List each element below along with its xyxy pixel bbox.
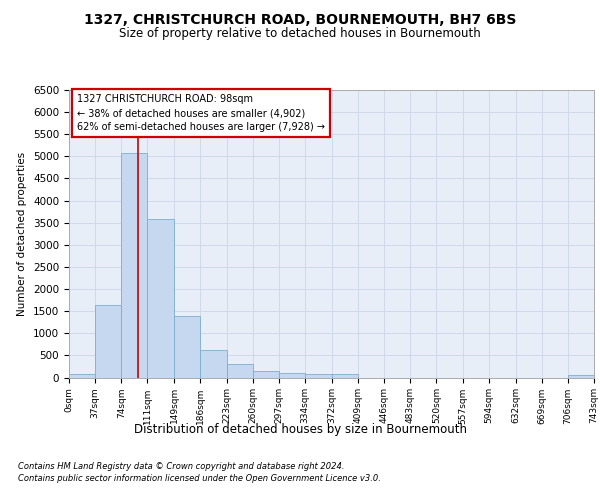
Bar bbox=[227, 364, 253, 378]
Bar bbox=[200, 350, 227, 378]
Bar bbox=[174, 316, 200, 378]
Bar bbox=[279, 373, 305, 378]
Text: Distribution of detached houses by size in Bournemouth: Distribution of detached houses by size … bbox=[133, 422, 467, 436]
Bar bbox=[253, 371, 279, 378]
Y-axis label: Number of detached properties: Number of detached properties bbox=[17, 152, 28, 316]
Text: Contains HM Land Registry data © Crown copyright and database right 2024.: Contains HM Land Registry data © Crown c… bbox=[18, 462, 344, 471]
Bar bbox=[95, 304, 121, 378]
Text: 1327, CHRISTCHURCH ROAD, BOURNEMOUTH, BH7 6BS: 1327, CHRISTCHURCH ROAD, BOURNEMOUTH, BH… bbox=[84, 12, 516, 26]
Bar bbox=[332, 374, 358, 378]
Text: Contains public sector information licensed under the Open Government Licence v3: Contains public sector information licen… bbox=[18, 474, 381, 483]
Bar bbox=[568, 376, 594, 378]
Bar bbox=[69, 374, 95, 378]
Bar bbox=[148, 220, 174, 378]
Bar bbox=[305, 374, 332, 378]
Text: Size of property relative to detached houses in Bournemouth: Size of property relative to detached ho… bbox=[119, 28, 481, 40]
Bar bbox=[121, 153, 148, 378]
Text: 1327 CHRISTCHURCH ROAD: 98sqm
← 38% of detached houses are smaller (4,902)
62% o: 1327 CHRISTCHURCH ROAD: 98sqm ← 38% of d… bbox=[77, 94, 325, 132]
